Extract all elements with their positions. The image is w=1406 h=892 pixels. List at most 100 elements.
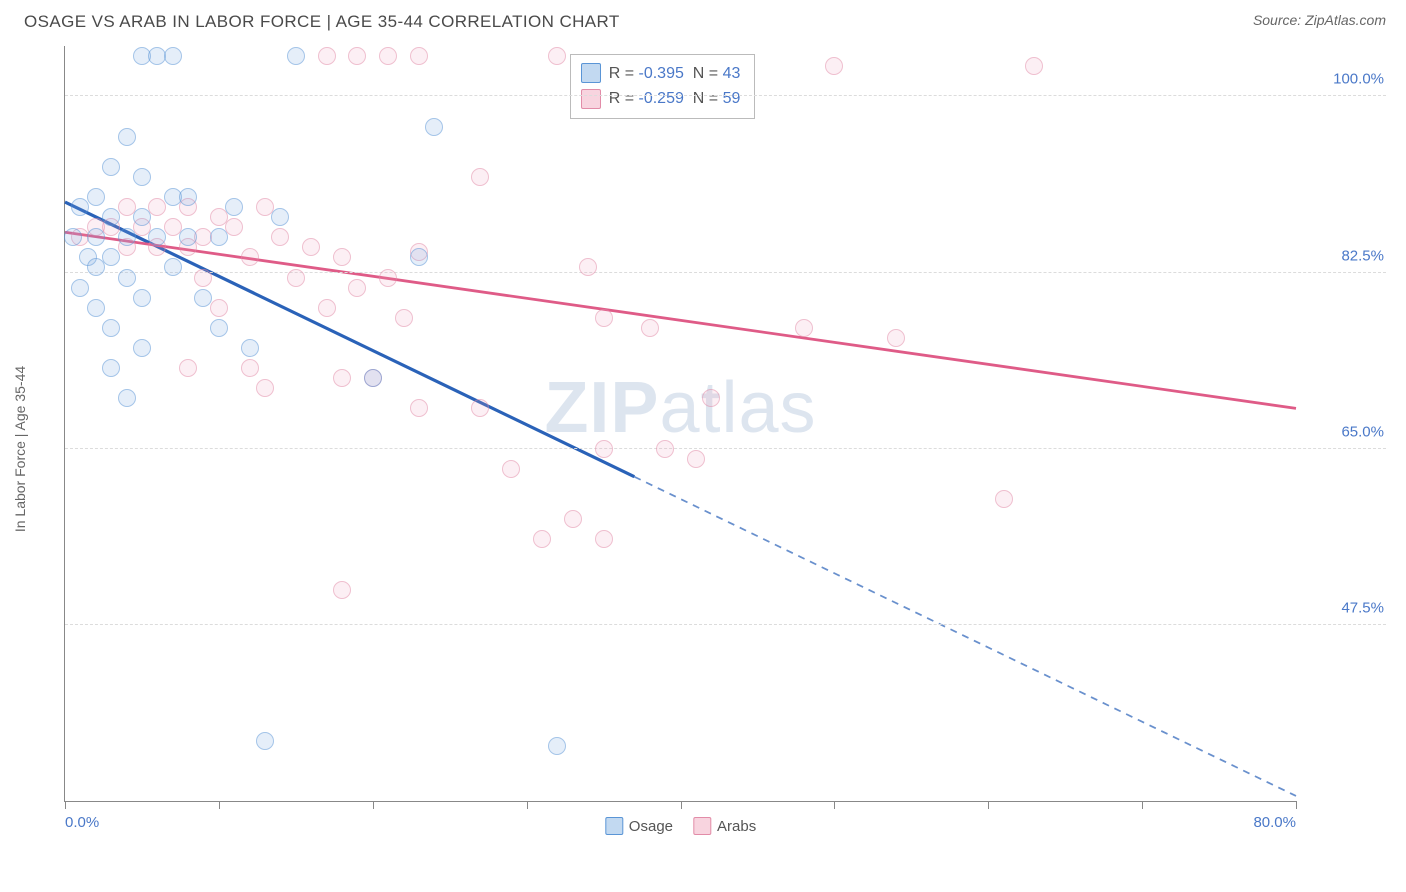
legend-item-arabs: Arabs bbox=[693, 817, 756, 835]
data-point bbox=[656, 440, 674, 458]
legend-row-osage: R = -0.395 N = 43 bbox=[581, 61, 741, 87]
y-tick-label: 100.0% bbox=[1304, 71, 1384, 88]
x-tick bbox=[1296, 801, 1297, 809]
data-point bbox=[71, 198, 89, 216]
data-point bbox=[210, 228, 228, 246]
data-point bbox=[410, 47, 428, 65]
legend-item-osage: Osage bbox=[605, 817, 673, 835]
data-point bbox=[194, 269, 212, 287]
x-tick-label: 0.0% bbox=[65, 814, 99, 831]
data-point bbox=[595, 309, 613, 327]
data-point bbox=[87, 228, 105, 246]
data-point bbox=[271, 228, 289, 246]
swatch-icon bbox=[581, 63, 601, 83]
chart-area: In Labor Force | Age 35-44 ZIPatlas R = … bbox=[24, 46, 1386, 852]
y-axis-label: In Labor Force | Age 35-44 bbox=[12, 366, 28, 532]
data-point bbox=[102, 248, 120, 266]
grid-line bbox=[65, 624, 1386, 625]
data-point bbox=[410, 399, 428, 417]
x-tick bbox=[373, 801, 374, 809]
x-tick bbox=[65, 801, 66, 809]
data-point bbox=[71, 279, 89, 297]
data-point bbox=[410, 248, 428, 266]
source-attribution: Source: ZipAtlas.com bbox=[1253, 12, 1386, 28]
data-point bbox=[179, 228, 197, 246]
y-tick-label: 47.5% bbox=[1304, 599, 1384, 616]
data-point bbox=[210, 319, 228, 337]
data-point bbox=[579, 258, 597, 276]
data-point bbox=[118, 269, 136, 287]
data-point bbox=[164, 47, 182, 65]
data-point bbox=[825, 57, 843, 75]
x-tick bbox=[1142, 801, 1143, 809]
data-point bbox=[333, 248, 351, 266]
data-point bbox=[595, 530, 613, 548]
data-point bbox=[641, 319, 659, 337]
y-tick-label: 82.5% bbox=[1304, 247, 1384, 264]
trend-lines-layer bbox=[65, 46, 1296, 801]
data-point bbox=[471, 168, 489, 186]
data-point bbox=[995, 490, 1013, 508]
x-tick-label: 80.0% bbox=[1253, 814, 1296, 831]
data-point bbox=[302, 238, 320, 256]
y-tick-label: 65.0% bbox=[1304, 423, 1384, 440]
data-point bbox=[179, 359, 197, 377]
grid-line bbox=[65, 448, 1386, 449]
data-point bbox=[502, 460, 520, 478]
data-point bbox=[225, 218, 243, 236]
data-point bbox=[133, 339, 151, 357]
data-point bbox=[64, 228, 82, 246]
data-point bbox=[102, 158, 120, 176]
grid-line bbox=[65, 272, 1386, 273]
data-point bbox=[118, 228, 136, 246]
legend-row-arabs: R = -0.259 N = 59 bbox=[581, 86, 741, 112]
data-point bbox=[87, 299, 105, 317]
data-point bbox=[471, 399, 489, 417]
data-point bbox=[133, 208, 151, 226]
data-point bbox=[210, 299, 228, 317]
data-point bbox=[395, 309, 413, 327]
data-point bbox=[564, 510, 582, 528]
data-point bbox=[164, 258, 182, 276]
data-point bbox=[225, 198, 243, 216]
data-point bbox=[287, 269, 305, 287]
correlation-legend: R = -0.395 N = 43 R = -0.259 N = 59 bbox=[570, 54, 756, 119]
data-point bbox=[287, 47, 305, 65]
swatch-icon bbox=[581, 89, 601, 109]
data-point bbox=[379, 47, 397, 65]
data-point bbox=[333, 369, 351, 387]
data-point bbox=[548, 47, 566, 65]
data-point bbox=[241, 359, 259, 377]
plot-area: ZIPatlas R = -0.395 N = 43 R = -0.259 N … bbox=[64, 46, 1296, 802]
data-point bbox=[256, 732, 274, 750]
data-point bbox=[687, 450, 705, 468]
data-point bbox=[318, 299, 336, 317]
data-point bbox=[379, 269, 397, 287]
data-point bbox=[702, 389, 720, 407]
data-point bbox=[348, 279, 366, 297]
data-point bbox=[348, 47, 366, 65]
data-point bbox=[595, 440, 613, 458]
data-point bbox=[102, 319, 120, 337]
data-point bbox=[364, 369, 382, 387]
data-point bbox=[548, 737, 566, 755]
swatch-icon bbox=[605, 817, 623, 835]
x-tick bbox=[681, 801, 682, 809]
chart-title: OSAGE VS ARAB IN LABOR FORCE | AGE 35-44… bbox=[24, 12, 620, 32]
data-point bbox=[179, 188, 197, 206]
data-point bbox=[133, 168, 151, 186]
swatch-icon bbox=[693, 817, 711, 835]
data-point bbox=[102, 208, 120, 226]
data-point bbox=[1025, 57, 1043, 75]
data-point bbox=[133, 289, 151, 307]
x-tick bbox=[219, 801, 220, 809]
data-point bbox=[148, 228, 166, 246]
grid-line bbox=[65, 95, 1386, 96]
data-point bbox=[271, 208, 289, 226]
data-point bbox=[241, 339, 259, 357]
data-point bbox=[118, 128, 136, 146]
x-tick bbox=[834, 801, 835, 809]
data-point bbox=[333, 581, 351, 599]
data-point bbox=[118, 389, 136, 407]
data-point bbox=[87, 188, 105, 206]
